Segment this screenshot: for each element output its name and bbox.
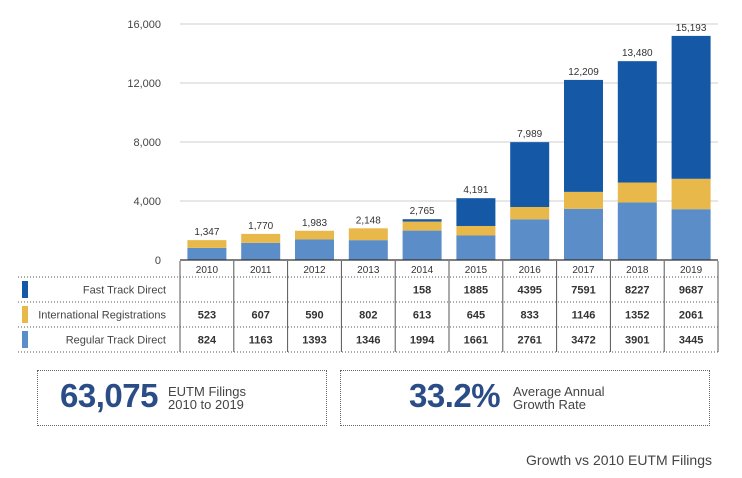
- table-cell: 158: [413, 285, 431, 297]
- stat-box-growth-rate: 33.2% Average Annual Growth Rate: [340, 370, 710, 426]
- bar-segment: [402, 221, 442, 231]
- table-cell: 1163: [249, 335, 273, 347]
- bar-total-label: 1,770: [248, 221, 273, 232]
- x-tick-label: 2012: [303, 265, 326, 276]
- y-tick-label: 16,000: [127, 19, 161, 31]
- bar-total-label: 2,765: [410, 206, 435, 217]
- table-cell: 1661: [464, 335, 488, 347]
- bar-segment: [187, 247, 227, 260]
- bar-segment: [402, 219, 442, 222]
- bar-segment: [617, 182, 657, 203]
- bar-segment: [241, 242, 281, 260]
- table-row-label: International Registrations: [38, 310, 166, 322]
- bar-segment: [456, 235, 496, 260]
- table-cell: 7591: [571, 285, 595, 297]
- bar-total-label: 12,209: [568, 67, 599, 78]
- table-row-label: Regular Track Direct: [66, 335, 166, 347]
- table-cell: 833: [521, 310, 539, 322]
- table-cell: 3472: [571, 335, 595, 347]
- table-cell: 802: [359, 310, 377, 322]
- table-cell: 1885: [464, 285, 488, 297]
- bar-segment: [295, 239, 334, 260]
- legend-swatch: [22, 306, 28, 323]
- bar-segment: [456, 225, 496, 236]
- stat-label-growth-rate: Average Annual Growth Rate: [513, 385, 605, 411]
- table-cell: 9687: [679, 285, 703, 297]
- table-cell: 3901: [625, 335, 649, 347]
- table-cell: 4395: [517, 285, 541, 297]
- bar-segment: [510, 206, 550, 220]
- bar-total-label: 1,983: [302, 218, 327, 229]
- y-tick-label: 8,000: [133, 137, 161, 149]
- table-cell: 1346: [356, 335, 380, 347]
- table-cell: 2061: [679, 310, 703, 322]
- bar-segment: [241, 233, 281, 243]
- x-tick-label: 2016: [519, 265, 542, 276]
- x-tick-label: 2011: [250, 265, 272, 276]
- table-cell: 645: [467, 310, 485, 322]
- chart-caption: Growth vs 2010 EUTM Filings: [526, 452, 712, 468]
- table-cell: 3445: [679, 335, 703, 347]
- table-cell: 1393: [302, 335, 326, 347]
- table-cell: 607: [252, 310, 270, 322]
- legend-swatch: [22, 281, 28, 298]
- bar-segment: [671, 209, 711, 260]
- stat-label-total-filings: EUTM Filings 2010 to 2019: [168, 385, 246, 411]
- table-cell: 2761: [517, 335, 541, 347]
- table-cell: 1352: [625, 310, 649, 322]
- stat-label-line2: 2010 to 2019: [168, 397, 244, 412]
- stat-value-growth-rate: 33.2%: [409, 377, 501, 414]
- stat-label-line1: Average Annual: [513, 384, 605, 399]
- bar-total-label: 2,148: [356, 215, 381, 226]
- stat-label-line2: Growth Rate: [513, 397, 586, 412]
- y-tick-label: 12,000: [127, 78, 161, 90]
- bar-segment: [564, 79, 603, 192]
- bar-segment: [617, 61, 657, 183]
- bar-total-label: 1,347: [194, 227, 219, 238]
- table-cell: 523: [198, 310, 216, 322]
- x-tick-label: 2018: [626, 265, 649, 276]
- bar-segment: [510, 219, 550, 260]
- bar-segment: [348, 228, 388, 241]
- bar-total-label: 4,191: [463, 185, 488, 196]
- bar-segment: [671, 178, 711, 210]
- table-cell: 613: [413, 310, 431, 322]
- bar-segment: [187, 240, 227, 248]
- stacked-bar-chart: 0 4,000 8,000 12,000 16,000 1,347 1,770 1,983 2,…: [18, 19, 719, 353]
- x-tick-label: 2019: [680, 265, 703, 276]
- bar-segment: [564, 191, 603, 209]
- x-tick-label: 2015: [465, 265, 488, 276]
- stat-box-total-filings: 63,075 EUTM Filings 2010 to 2019: [37, 370, 327, 426]
- table-cell: 1994: [410, 335, 435, 347]
- bar-total-label: 13,480: [622, 48, 653, 59]
- x-tick-label: 2014: [411, 265, 434, 276]
- bar-segment: [402, 230, 442, 260]
- bar-segment: [564, 208, 603, 260]
- bar-segment: [617, 202, 657, 260]
- table-cell: 1146: [572, 310, 596, 322]
- y-tick-label: 4,000: [133, 196, 161, 208]
- x-tick-label: 2010: [196, 265, 219, 276]
- y-tick-label: 0: [155, 255, 161, 267]
- table-row-label: Fast Track Direct: [83, 285, 166, 297]
- bar-segment: [671, 35, 711, 179]
- stat-value-total-filings: 63,075: [60, 377, 158, 414]
- x-tick-label: 2013: [357, 265, 380, 276]
- table-cell: 824: [198, 335, 217, 347]
- stat-label-line1: EUTM Filings: [168, 384, 247, 399]
- legend-swatch: [22, 331, 28, 348]
- bar-segment: [456, 198, 496, 226]
- bar-segment: [510, 142, 550, 207]
- x-tick-label: 2017: [572, 265, 595, 276]
- table-cell: 8227: [625, 285, 649, 297]
- bar-segment: [348, 240, 388, 260]
- bar-total-label: 15,193: [676, 23, 707, 34]
- bar-total-label: 7,989: [517, 129, 542, 140]
- bar-segment: [295, 230, 334, 240]
- table-cell: 590: [305, 310, 323, 322]
